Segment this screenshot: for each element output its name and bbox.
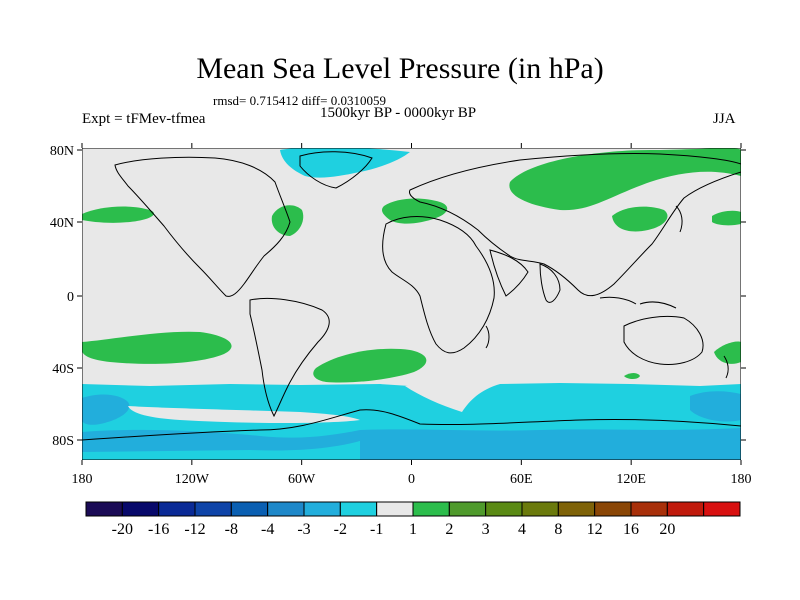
positive-anomaly-siberia [509,148,741,211]
colorbar-label: -12 [184,521,205,538]
colorbar-label: -3 [297,521,310,538]
coast-japan [675,205,683,233]
positive-anomaly-n-atlantic-west [271,205,304,236]
positive-anomaly-s-atlantic [313,348,427,383]
colorbar-swatch [521,501,559,517]
colorbar-swatch [85,501,123,517]
colorbar-label: 20 [659,521,675,538]
lon-tick-label: 60W [288,472,316,487]
coast-australia [623,315,704,365]
coast-africa-europe [382,216,495,354]
colorbar-swatch [230,501,269,517]
coast-antarctica [82,409,741,441]
positive-anomaly-s-indian-small [624,373,640,379]
colorbar-swatch [194,501,232,517]
colorbar-label: 16 [623,521,639,538]
colorbar-label: 4 [518,521,526,538]
lat-tick-label: 40N [50,216,74,231]
coast-madagascar [485,325,490,349]
negative-anomaly-patch-antarctic [360,428,741,460]
coast-arabia-india [489,249,561,303]
colorbar-label: 2 [445,521,453,538]
colorbar-label: 8 [554,521,562,538]
colorbar-label: 3 [482,521,490,538]
coast-north-america [114,156,291,297]
negative-anomaly-patch-east [690,391,741,422]
colorbar-label: -1 [370,521,383,538]
colorbar-swatch [448,501,487,517]
map-field [82,148,741,460]
rmsd-stats: rmsd= 0.715412 diff= 0.0310059 [213,93,386,108]
coast-new-zealand [723,355,729,379]
lon-tick-label: 120E [616,472,646,487]
colorbar-swatch [594,501,632,517]
lon-tick-label: 180 [72,472,93,487]
colorbar-swatch [666,501,705,517]
positive-anomaly-nw-pacific [712,210,741,226]
colorbar-label: -20 [112,521,133,538]
colorbar-label: -2 [334,521,347,538]
map-title: Mean Sea Level Pressure (in hPa) [196,52,604,85]
positive-anomaly-s-pacific [82,331,232,364]
colorbar-labels: -20 -16 -12 -8 -4 -3 -2 -1 1 2 3 4 8 12 16 20 [112,521,676,538]
colorbar-swatch [267,501,305,517]
coastlines [82,151,741,441]
colorbar-label: -8 [225,521,238,538]
colorbar-label: -4 [261,521,274,538]
colorbar-swatch [303,501,341,517]
lon-tick-label: 0 [408,472,415,487]
positive-anomaly-tasman [714,341,741,364]
colorbar-swatch [703,501,741,517]
lon-tick-label: 120W [175,472,210,487]
season-label: JJA [713,111,736,127]
lat-tick-label: 40S [52,362,74,377]
positive-anomaly-n-pacific [82,206,154,223]
colorbar-swatch [630,501,668,517]
lat-tick-label: 80S [52,434,74,449]
latitude-axis: 80N 40N 0 40S 80S [50,144,746,449]
positive-anomaly-east-asia [612,206,668,232]
neutral-gap-south-pacific [128,406,360,423]
coast-greenland [299,151,373,189]
colorbar-swatch [485,501,523,517]
colorbar [85,501,741,517]
colorbar-label: -16 [148,521,169,538]
coast-indonesia [599,296,677,309]
colorbar-label: 1 [409,521,417,538]
lat-tick-label: 80N [50,144,74,159]
period-label: 1500kyr BP - 0000kyr BP [320,105,477,121]
lon-tick-label: 60E [510,472,533,487]
colorbar-swatch [158,501,196,517]
longitude-axis: 180 120W 60W 0 60E 120E 180 [72,143,752,487]
arctic-negative-anomaly [280,148,410,178]
colorbar-label: 12 [587,521,603,538]
colorbar-swatch [121,501,160,517]
lat-tick-label: 0 [67,290,74,305]
colorbar-swatch [557,501,596,517]
colorbar-swatch [412,501,450,517]
neutral-gap-south-atlantic [405,381,500,412]
coast-eurasia [409,152,741,297]
coast-south-america [249,297,330,418]
experiment-label: Expt = tFMev-tfmea [82,111,206,127]
colorbar-swatch [339,501,378,517]
colorbar-swatch [376,501,414,517]
lon-tick-label: 180 [731,472,752,487]
negative-anomaly-patch-west [82,394,130,425]
